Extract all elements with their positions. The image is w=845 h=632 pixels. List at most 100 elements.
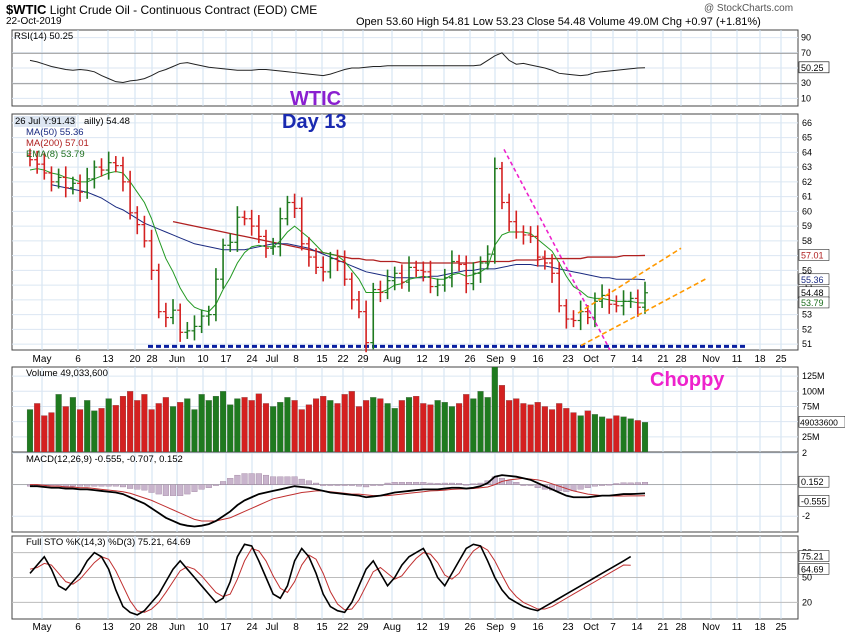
volume-bar	[405, 397, 413, 453]
contract-description: Light Crude Oil - Continuous Contract (E…	[49, 3, 318, 17]
macd-histogram-bar	[355, 484, 362, 487]
volume-bar	[155, 403, 162, 453]
volume-bar	[313, 398, 320, 453]
volume-bar	[463, 394, 470, 453]
sto-k-label: 75.21	[801, 552, 824, 562]
macd-histogram-bar	[599, 484, 606, 486]
volume-bar	[212, 396, 219, 453]
volume-bar	[470, 398, 477, 453]
macd-histogram-bar	[234, 474, 241, 485]
x-tick-label-top: 16	[532, 354, 544, 365]
x-tick-label-bottom: 25	[775, 622, 787, 632]
x-tick-label-top: 23	[562, 354, 574, 365]
macd-histogram-bar	[291, 476, 298, 485]
x-tick-label-bottom: 21	[657, 622, 669, 632]
x-tick-label-bottom: 19	[438, 622, 450, 632]
price-y-tick-label: 51	[802, 339, 812, 349]
price-legend-ma200: MA(200) 57.01	[26, 138, 89, 149]
x-tick-label-top: Jul	[266, 354, 279, 365]
macd-histogram-bar	[391, 482, 398, 485]
volume-bar	[26, 409, 34, 453]
volume-bar	[420, 403, 427, 453]
annotation-choppy: Choppy	[650, 369, 725, 391]
macd-histogram-bar	[112, 484, 119, 487]
volume-y-tick-label: 75M	[802, 401, 820, 411]
price-panel-frame	[11, 113, 799, 351]
macd-histogram-bar	[591, 484, 598, 487]
volume-bar	[98, 408, 105, 453]
volume-bar	[69, 397, 76, 453]
x-tick-label-top: Aug	[383, 354, 401, 365]
volume-bar	[456, 403, 463, 453]
volume-bar	[291, 400, 298, 453]
x-tick-label-bottom: 12	[416, 622, 428, 632]
volume-bar	[527, 404, 534, 453]
x-tick-label-top: Jun	[169, 354, 185, 365]
volume-bar	[105, 398, 112, 453]
x-tick-label-bottom: 17	[220, 622, 232, 632]
macd-y-tick-label: 2	[802, 448, 807, 458]
x-tick-label-bottom: 22	[337, 622, 349, 632]
x-tick-label-bottom: 18	[754, 622, 766, 632]
macd-histogram-bar	[420, 482, 427, 485]
sto-k-line	[29, 543, 632, 616]
ema8-tag-label: 53.79	[801, 298, 824, 308]
price-legend-1: 26 Jul Y:91.43	[14, 116, 77, 127]
stockcharts-brand[interactable]: @ StockCharts.com	[704, 3, 794, 14]
x-tick-label-top: 7	[610, 354, 616, 365]
macd-histogram-bar	[348, 484, 355, 486]
macd-histogram-bar	[212, 484, 219, 486]
macd-histogram-bar	[177, 484, 184, 496]
ma50-tag-box	[798, 273, 830, 286]
macd-histogram-bar	[134, 484, 141, 490]
macd-histogram-bar	[141, 484, 148, 491]
volume-bar	[48, 412, 55, 453]
volume-bar	[241, 397, 248, 453]
x-tick-label-bottom: 29	[357, 622, 369, 632]
x-tick-label-bottom: 26	[464, 622, 476, 632]
volume-bar	[34, 403, 41, 453]
macd-histogram-bar	[327, 484, 334, 486]
ma200-tag-box	[798, 249, 830, 261]
volume-bar	[556, 403, 563, 453]
volume-bar	[169, 406, 177, 453]
macd-histogram-bar	[370, 484, 377, 486]
x-tick-label-bottom: 28	[675, 622, 687, 632]
sto-y-tick-label: 20	[802, 597, 812, 607]
volume-bar	[370, 397, 377, 453]
volume-bar	[255, 393, 262, 453]
x-tick-label-bottom: Nov	[702, 622, 720, 632]
macd-histogram-bar	[298, 478, 305, 485]
price-y-tick-label: 61	[802, 192, 812, 202]
macd-panel-label: MACD(12,26,9) -0.555, -0.707, 0.152	[26, 454, 183, 465]
x-tick-label-top: 18	[754, 354, 766, 365]
rsi-y-tick-label: 10	[801, 93, 811, 103]
x-tick-label-bottom: 9	[510, 622, 516, 632]
x-tick-label-top: 6	[75, 354, 81, 365]
volume-bar	[363, 400, 370, 453]
macd-histogram-bar	[456, 483, 463, 485]
x-tick-label-bottom: 28	[146, 622, 158, 632]
volume-bar	[641, 422, 649, 453]
macd-histogram-bar	[277, 476, 284, 485]
volume-bar	[127, 391, 134, 453]
price-legend-ma50: MA(50) 55.36	[26, 127, 84, 138]
ma200-tag-label: 57.01	[801, 250, 824, 260]
volume-y-tick-label: 125M	[802, 371, 825, 381]
volume-bar	[148, 409, 155, 453]
macd-histogram-bar	[62, 484, 69, 487]
price-y-tick-label: 55	[802, 280, 812, 290]
volume-last-label: 49033600	[800, 417, 838, 427]
rsi-panel-label: RSI(14) 50.25	[14, 31, 74, 42]
volume-bar	[177, 402, 184, 453]
price-y-tick-label: 53	[802, 310, 812, 320]
volume-bar	[262, 403, 270, 453]
x-tick-label-top: 29	[357, 354, 369, 365]
price-y-tick-label: 62	[802, 177, 812, 187]
volume-last-box	[798, 416, 845, 428]
volume-bar	[584, 410, 591, 453]
rsi-y-tick-label: 70	[801, 48, 811, 58]
volume-bar	[205, 400, 212, 453]
sto-k-tag	[798, 550, 830, 562]
